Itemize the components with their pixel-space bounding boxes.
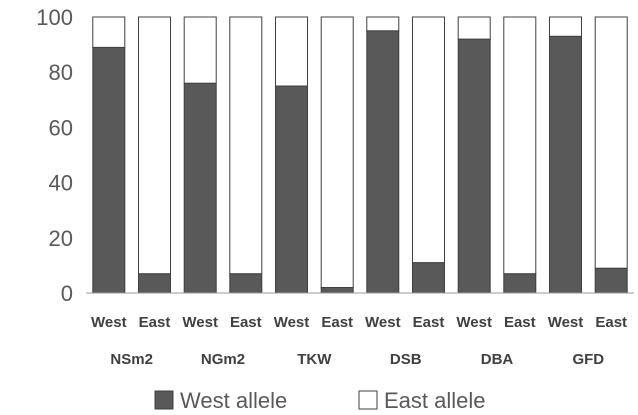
bar-segment-east-allele [183,16,217,84]
bar-segment-east-allele [412,16,445,264]
bar-segment-east-allele [320,16,354,288]
x-category-label: East [413,314,445,331]
x-category-label: West [274,314,310,331]
bar-segment-east-allele [549,16,582,37]
bar-segment-east-allele [275,16,308,87]
y-tick-label: 60 [49,115,73,140]
legend-label-east-allele: East allele [384,388,486,413]
bar-segment-east-allele [457,16,491,40]
legend-swatch-west-allele [154,390,174,410]
bar-segment-west-allele [229,273,263,294]
bar-segment-east-allele [366,16,400,32]
x-category-label: East [595,314,627,331]
x-category-label: East [139,314,171,331]
bar-segment-east-allele [229,16,263,275]
x-category-label: West [548,314,584,331]
bar-segment-west-allele [594,267,628,294]
bar-segment-west-allele [138,273,171,294]
x-group-label: DSB [390,351,422,368]
x-category-label: East [230,314,262,331]
x-category-label: West [365,314,401,331]
bar-segment-west-allele [92,46,126,294]
bar-segment-west-allele [275,85,308,294]
y-tick-label: 80 [49,60,73,85]
legend: West allele East allele [154,388,486,413]
bar-segment-west-allele [503,273,537,294]
legend-label-west-allele: West allele [180,388,287,413]
y-tick-label: 20 [49,226,73,251]
x-group-label: TKW [297,351,332,368]
y-tick-label: 0 [61,281,73,306]
x-axis-category-labels: West East West East West East West East West East… [91,314,627,331]
x-group-label: GFD [572,351,604,368]
x-axis-group-labels: NSm2 NGm2 TKW DSB DBA GFD [110,351,604,368]
y-axis-ticks: 0 20 40 60 80 100 [36,5,73,306]
y-tick-label: 40 [49,171,73,196]
bar-segment-east-allele [138,16,171,275]
bar-segment-west-allele [320,287,354,294]
x-category-label: West [182,314,218,331]
bar-segment-east-allele [92,16,126,48]
x-category-label: West [91,314,127,331]
x-group-label: NSm2 [110,351,153,368]
x-group-label: NGm2 [201,351,245,368]
bar-segment-west-allele [457,38,491,294]
bar-segment-west-allele [183,82,217,294]
bar-segment-east-allele [594,16,628,269]
bar-segment-west-allele [366,30,400,294]
x-category-label: West [456,314,492,331]
bar-segment-west-allele [412,262,445,294]
legend-swatch-east-allele [358,390,378,410]
bar-segment-east-allele [503,16,537,275]
bar-segment-west-allele [549,35,582,294]
y-tick-label: 100 [36,5,73,30]
x-category-label: East [504,314,536,331]
bars [92,16,628,294]
x-group-label: DBA [481,351,514,368]
x-category-label: East [321,314,353,331]
